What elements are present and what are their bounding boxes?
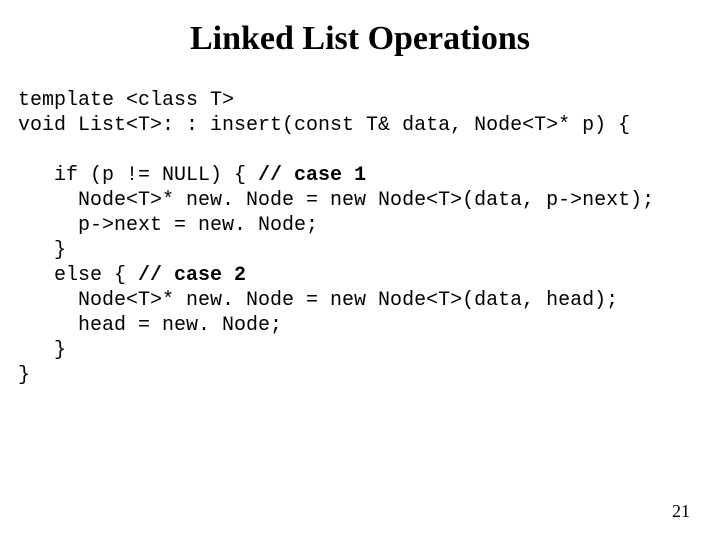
code-block: template <class T> void List<T>: : inser…	[0, 88, 720, 388]
slide-title: Linked List Operations	[0, 0, 720, 88]
code-line-10: head = new. Node;	[18, 314, 282, 337]
code-line-5: Node<T>* new. Node = new Node<T>(data, p…	[18, 189, 654, 212]
slide: Linked List Operations template <class T…	[0, 0, 720, 540]
code-line-1: template <class T>	[18, 89, 234, 112]
code-line-9: Node<T>* new. Node = new Node<T>(data, h…	[18, 289, 618, 312]
page-number: 21	[672, 501, 690, 522]
code-comment-1: // case 1	[258, 164, 366, 187]
code-line-2: void List<T>: : insert(const T& data, No…	[18, 114, 630, 137]
code-line-7: }	[18, 239, 66, 262]
code-line-4a: if (p != NULL) {	[18, 164, 258, 187]
code-line-6: p->next = new. Node;	[18, 214, 318, 237]
code-line-11: }	[18, 339, 66, 362]
code-line-8a: else {	[18, 264, 138, 287]
code-line-12: }	[18, 364, 30, 387]
code-comment-2: // case 2	[138, 264, 246, 287]
